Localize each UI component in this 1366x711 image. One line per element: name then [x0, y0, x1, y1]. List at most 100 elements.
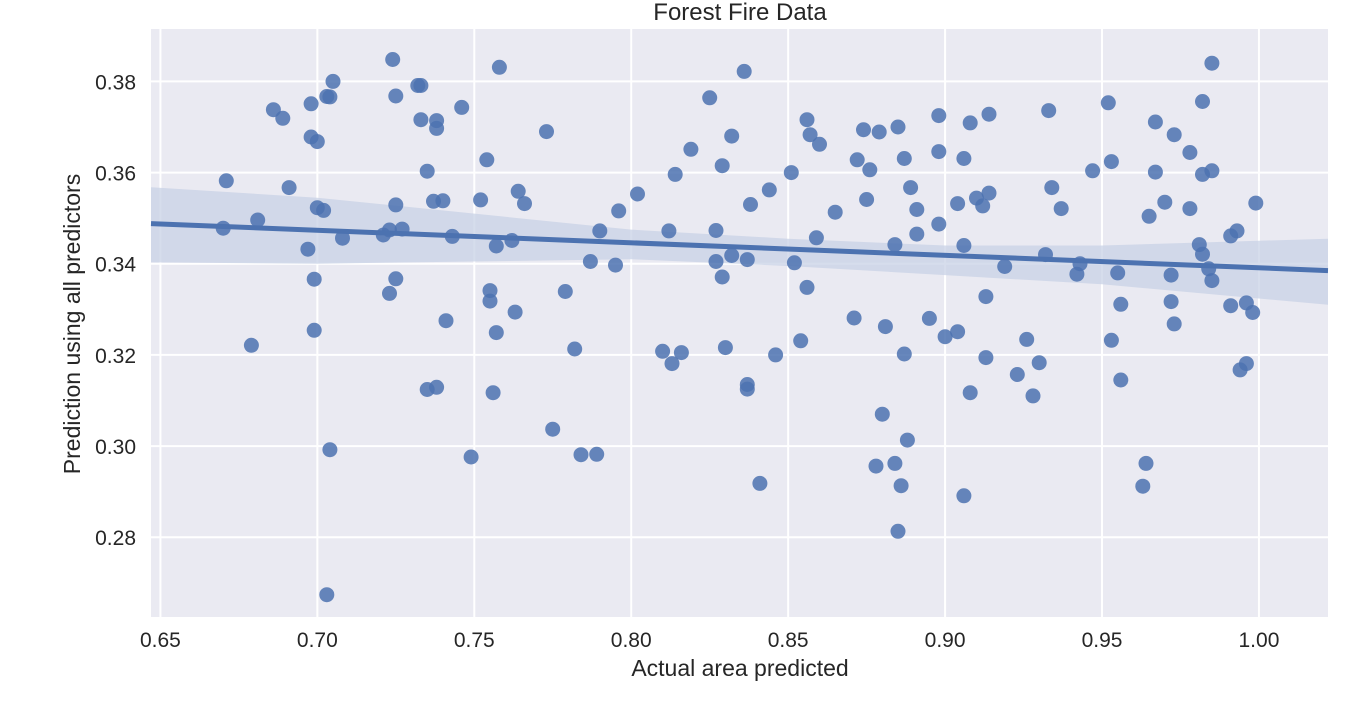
data-point — [1204, 163, 1220, 179]
y-tick-labels: 0.28 0.30 0.32 0.34 0.36 0.38 — [95, 71, 136, 550]
data-point — [1044, 180, 1060, 196]
data-point — [956, 488, 972, 504]
data-point — [783, 165, 799, 181]
data-point — [1025, 388, 1041, 404]
data-point — [479, 152, 495, 168]
data-point — [1245, 305, 1261, 320]
data-point — [1141, 208, 1157, 224]
data-point — [874, 406, 890, 422]
data-point — [909, 226, 925, 242]
data-point — [325, 73, 341, 89]
data-point — [859, 192, 875, 207]
data-point — [488, 325, 504, 341]
data-point — [1195, 94, 1210, 109]
data-point — [717, 340, 733, 356]
data-point — [1113, 296, 1129, 312]
data-point — [962, 385, 978, 401]
data-point — [454, 99, 470, 115]
data-point — [388, 271, 404, 287]
x-tick-label: 0.85 — [768, 629, 809, 652]
data-point — [491, 59, 507, 75]
data-point — [661, 223, 677, 239]
data-point — [435, 193, 451, 209]
data-point — [708, 254, 724, 269]
data-point — [608, 257, 623, 273]
data-point — [250, 212, 266, 228]
x-tick-label: 1.00 — [1239, 629, 1280, 652]
data-point — [539, 124, 554, 140]
data-point — [724, 128, 740, 144]
data-point — [429, 120, 445, 136]
data-point — [388, 197, 404, 213]
y-tick-label: 0.38 — [95, 71, 136, 94]
data-point — [655, 343, 671, 359]
data-point — [673, 345, 689, 361]
data-point — [1009, 367, 1025, 382]
data-point — [582, 254, 598, 269]
data-point — [1147, 114, 1163, 130]
data-points — [215, 52, 1264, 603]
x-tick-label: 0.90 — [925, 629, 966, 652]
data-point — [1103, 154, 1119, 170]
data-point — [1019, 331, 1035, 347]
plot-background — [151, 29, 1328, 617]
data-point — [871, 124, 887, 140]
data-point — [275, 110, 291, 126]
data-point — [218, 173, 234, 189]
data-point — [896, 346, 912, 362]
data-point — [438, 313, 454, 329]
data-point — [1166, 127, 1182, 143]
data-point — [1041, 103, 1057, 119]
data-point — [510, 183, 526, 199]
data-point — [667, 166, 683, 182]
data-point — [887, 455, 903, 471]
data-point — [1195, 246, 1210, 262]
data-point — [1113, 372, 1129, 388]
data-point — [799, 279, 815, 295]
data-point — [1229, 223, 1245, 239]
y-tick-label: 0.34 — [95, 254, 136, 277]
data-point — [322, 89, 338, 105]
x-tick-label: 0.75 — [454, 629, 495, 652]
data-point — [802, 127, 818, 143]
data-point — [664, 356, 680, 372]
data-point — [589, 446, 605, 462]
data-point — [950, 196, 966, 212]
data-point — [714, 158, 730, 174]
data-point — [545, 421, 561, 437]
data-point — [306, 271, 322, 287]
data-point — [981, 185, 997, 201]
data-point — [714, 269, 730, 285]
data-point — [743, 197, 758, 212]
data-point — [981, 106, 997, 122]
data-point — [899, 432, 915, 448]
data-point — [978, 289, 994, 305]
y-axis-label: Prediction using all predictors — [59, 174, 85, 474]
data-point — [846, 310, 862, 326]
data-point — [856, 122, 871, 138]
y-tick-label: 0.30 — [95, 436, 136, 459]
data-point — [488, 238, 504, 254]
data-point — [862, 162, 878, 178]
data-point — [1163, 294, 1179, 310]
x-tick-label: 0.70 — [297, 629, 338, 652]
data-point — [921, 310, 937, 326]
data-point — [485, 385, 501, 401]
data-point — [309, 134, 325, 150]
data-point — [482, 293, 498, 309]
data-point — [281, 180, 297, 196]
data-point — [931, 144, 947, 160]
data-point — [827, 204, 843, 220]
data-point — [517, 196, 532, 212]
data-point — [812, 136, 827, 152]
data-point — [799, 112, 815, 128]
data-point — [507, 304, 523, 320]
data-point — [1110, 265, 1126, 281]
data-point — [903, 180, 919, 196]
regression-line — [150, 221, 1329, 274]
data-point — [473, 192, 489, 208]
data-point — [557, 284, 573, 299]
data-point — [768, 347, 784, 363]
data-point — [1135, 478, 1151, 494]
